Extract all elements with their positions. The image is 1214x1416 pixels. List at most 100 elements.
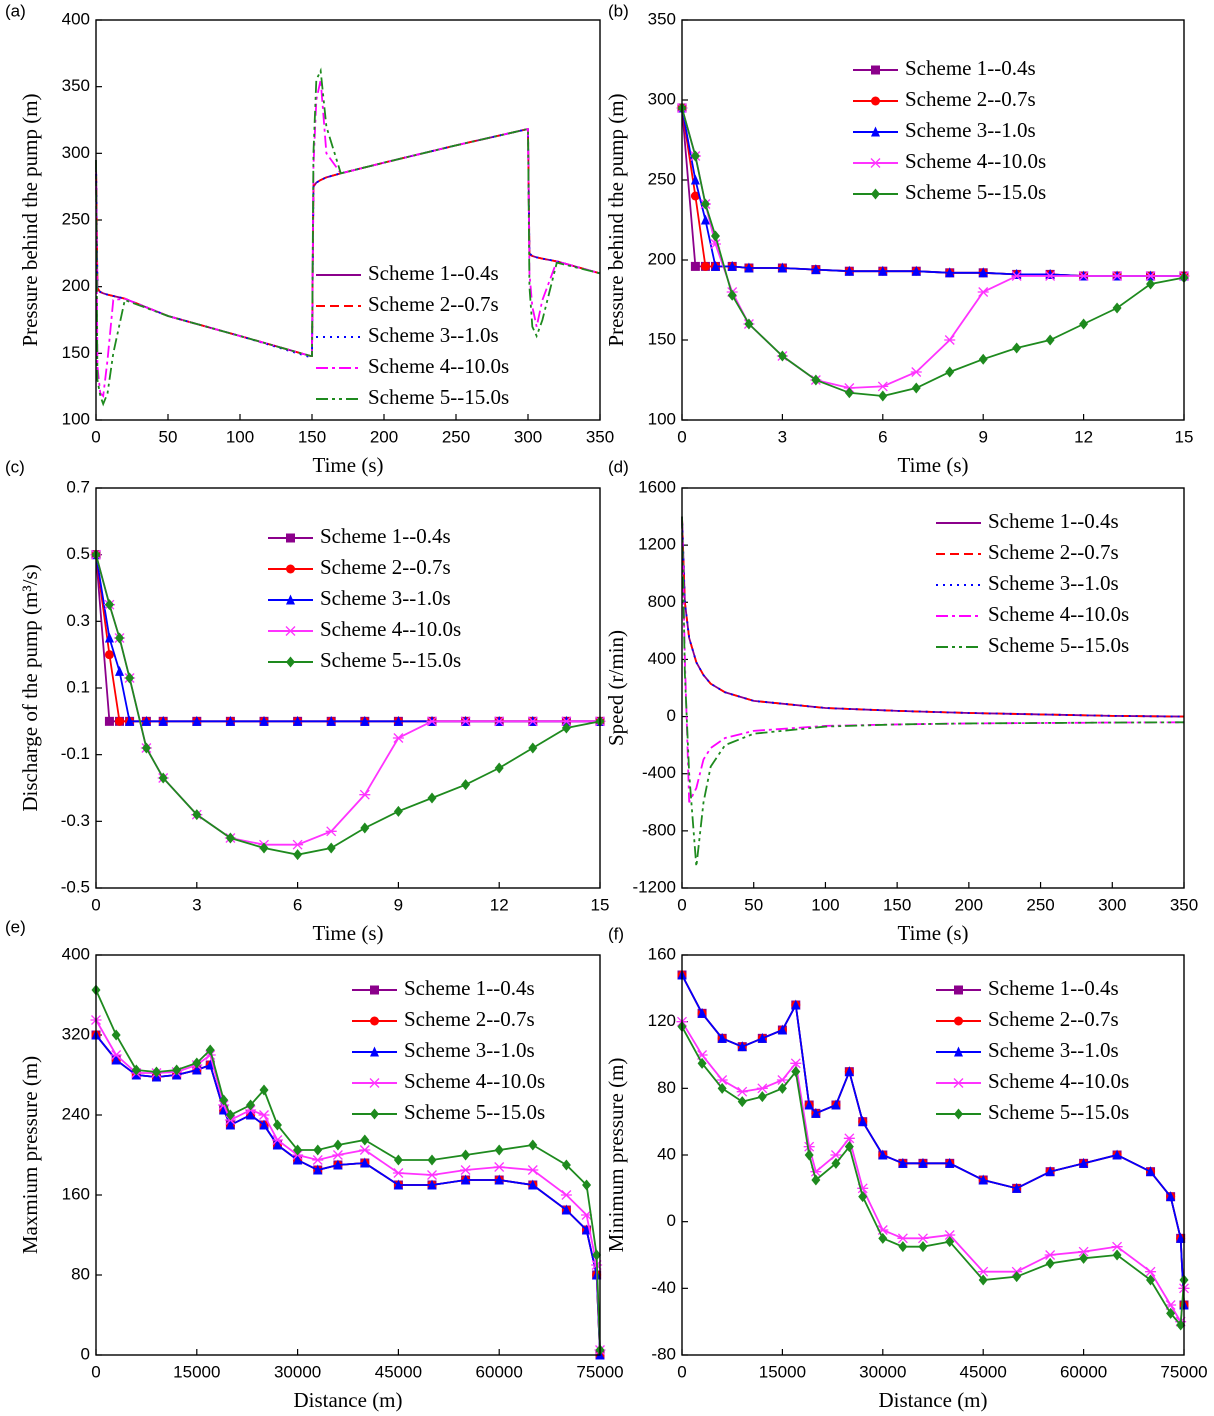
- plot-frame: [681, 954, 1185, 1356]
- y-tick-label: 400: [62, 944, 90, 963]
- marker: [393, 1154, 403, 1166]
- marker: [494, 1174, 504, 1185]
- x-tick-label: 75000: [1160, 1362, 1207, 1381]
- marker: [1111, 1241, 1123, 1252]
- marker: [246, 1099, 256, 1111]
- marker: [293, 1144, 303, 1156]
- x-tick-label: 50: [744, 895, 763, 914]
- marker: [690, 174, 700, 185]
- marker: [259, 1084, 269, 1096]
- marker: [1145, 1266, 1157, 1277]
- legend-label: Scheme 3--1.0s: [320, 586, 451, 610]
- x-tick-label: 3: [192, 895, 201, 914]
- plot-frame: [681, 19, 1185, 421]
- x-tick-label: 15000: [173, 1362, 220, 1381]
- y-tick-label: 0.7: [66, 477, 90, 496]
- y-tick-label: 100: [62, 409, 90, 428]
- marker: [978, 353, 988, 365]
- marker: [225, 715, 235, 726]
- marker: [219, 1094, 229, 1106]
- y-tick-label: 100: [648, 409, 676, 428]
- marker: [777, 350, 787, 362]
- y-tick-label: 1200: [638, 535, 676, 554]
- marker: [791, 999, 801, 1010]
- marker: [744, 262, 754, 273]
- y-axis-label: Maxmium pressure (m): [18, 1056, 42, 1254]
- marker: [727, 289, 737, 301]
- legend-marker: [953, 1078, 964, 1088]
- marker: [333, 1159, 343, 1170]
- marker: [945, 1157, 955, 1168]
- marker: [777, 262, 787, 273]
- marker: [804, 1099, 814, 1110]
- legend-marker: [370, 1108, 379, 1120]
- legend-label: Scheme 3--1.0s: [404, 1038, 535, 1062]
- x-tick-label: 9: [978, 427, 987, 446]
- marker: [312, 1155, 324, 1165]
- legend-label: Scheme 2--0.7s: [988, 540, 1119, 564]
- legend-label: Scheme 5--15.0s: [988, 1100, 1129, 1124]
- x-tick-label: 350: [586, 427, 614, 446]
- marker: [717, 1082, 727, 1094]
- marker: [811, 374, 821, 386]
- x-tick-label: 30000: [859, 1362, 906, 1381]
- x-tick-label: 50: [159, 427, 178, 446]
- marker: [560, 1190, 572, 1200]
- marker: [844, 387, 854, 399]
- marker: [831, 1157, 841, 1169]
- marker: [911, 265, 921, 276]
- marker: [359, 1145, 371, 1155]
- marker: [757, 1032, 767, 1043]
- marker: [272, 1139, 282, 1150]
- marker: [392, 1168, 404, 1178]
- series-line: [95, 67, 601, 407]
- legend-label: Scheme 2--0.7s: [988, 1007, 1119, 1031]
- series-line: [95, 128, 601, 357]
- panel-label: (e): [5, 917, 26, 936]
- y-tick-label: 320: [62, 1024, 90, 1043]
- legend-label: Scheme 1--0.4s: [988, 976, 1119, 1000]
- y-tick-label: -0.5: [61, 877, 90, 896]
- marker: [878, 1149, 888, 1160]
- marker: [1045, 1257, 1055, 1269]
- marker: [259, 1119, 269, 1130]
- legend-marker: [870, 158, 881, 168]
- x-tick-label: 60000: [476, 1362, 523, 1381]
- marker: [1044, 271, 1056, 281]
- marker: [205, 1059, 215, 1070]
- y-tick-label: 1600: [638, 477, 676, 496]
- marker: [1078, 271, 1090, 281]
- y-tick-label: 120: [648, 1011, 676, 1030]
- legend-label: Scheme 1--0.4s: [404, 976, 535, 1000]
- marker: [700, 214, 710, 225]
- x-tick-label: 15000: [759, 1362, 806, 1381]
- marker: [737, 1096, 747, 1108]
- marker: [843, 1133, 855, 1144]
- legend-marker: [871, 65, 880, 75]
- marker: [293, 715, 303, 726]
- series-line: [95, 79, 601, 398]
- marker: [737, 1041, 747, 1052]
- y-tick-label: 0: [667, 706, 676, 725]
- y-tick-label: 40: [657, 1144, 676, 1163]
- y-tick-label: 0.5: [66, 544, 90, 563]
- marker: [225, 1109, 235, 1121]
- y-tick-label: 160: [648, 944, 676, 963]
- legend-marker: [954, 1108, 963, 1120]
- legend-label: Scheme 3--1.0s: [988, 571, 1119, 595]
- y-tick-label: 300: [62, 143, 90, 162]
- x-tick-label: 9: [394, 895, 403, 914]
- legend-marker: [286, 564, 295, 574]
- y-tick-label: 0.3: [66, 611, 90, 630]
- marker: [313, 1144, 323, 1156]
- series-line: [681, 516, 1185, 867]
- legend-marker: [286, 533, 295, 543]
- marker: [1079, 1157, 1089, 1168]
- marker: [104, 650, 114, 660]
- marker: [592, 1249, 602, 1261]
- marker: [205, 1044, 215, 1056]
- marker: [1112, 302, 1122, 314]
- marker: [125, 715, 135, 726]
- plot-frame: [681, 487, 1185, 889]
- x-tick-label: 0: [677, 427, 686, 446]
